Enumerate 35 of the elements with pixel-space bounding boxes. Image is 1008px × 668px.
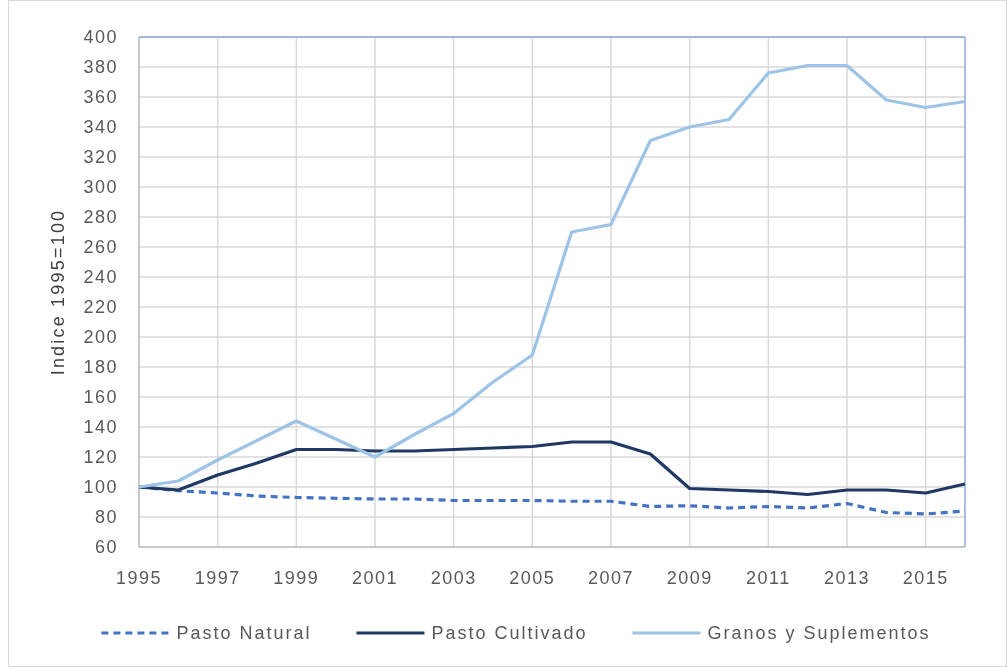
y-tick-label: 140 xyxy=(83,417,118,438)
y-tick-label: 80 xyxy=(94,507,118,528)
y-tick-label: 160 xyxy=(83,387,118,408)
y-tick-label: 280 xyxy=(83,207,118,228)
legend-label: Pasto Cultivado xyxy=(431,623,588,644)
y-tick-label: 240 xyxy=(83,267,118,288)
line-series xyxy=(137,440,967,497)
x-tick-label: 2015 xyxy=(902,568,949,589)
x-tick-label: 1997 xyxy=(194,568,241,589)
x-tick-label: 2007 xyxy=(587,568,635,589)
y-tick-label: 120 xyxy=(83,447,118,468)
y-axis-title: Indice 1995=100 xyxy=(48,208,69,376)
x-tick-label: 2005 xyxy=(509,568,556,589)
y-tick-label: 220 xyxy=(83,297,118,318)
x-tick-label: 1999 xyxy=(273,568,320,589)
legend-label: Granos y Suplementos xyxy=(707,623,931,644)
y-tick-label: 300 xyxy=(83,177,118,198)
line-series xyxy=(137,63,967,489)
y-tick-label: 340 xyxy=(83,117,118,138)
x-tick-label: 2013 xyxy=(823,568,871,589)
x-tick-label: 2003 xyxy=(430,568,477,589)
x-tick-label: 1995 xyxy=(115,568,163,589)
y-tick-label: 380 xyxy=(83,57,118,78)
y-tick-label: 200 xyxy=(83,327,118,348)
legend-label: Pasto Natural xyxy=(176,623,312,644)
y-tick-label: 260 xyxy=(83,237,118,258)
y-tick-label: 100 xyxy=(83,477,118,498)
x-tick-label: 2001 xyxy=(351,568,399,589)
x-tick-label: 2011 xyxy=(745,568,791,589)
y-tick-label: 400 xyxy=(83,27,118,48)
x-tick-label: 2009 xyxy=(666,568,713,589)
y-tick-label: 320 xyxy=(83,147,118,168)
y-tick-label: 60 xyxy=(94,537,118,558)
y-tick-label: 360 xyxy=(83,87,118,108)
y-tick-label: 180 xyxy=(83,357,118,378)
